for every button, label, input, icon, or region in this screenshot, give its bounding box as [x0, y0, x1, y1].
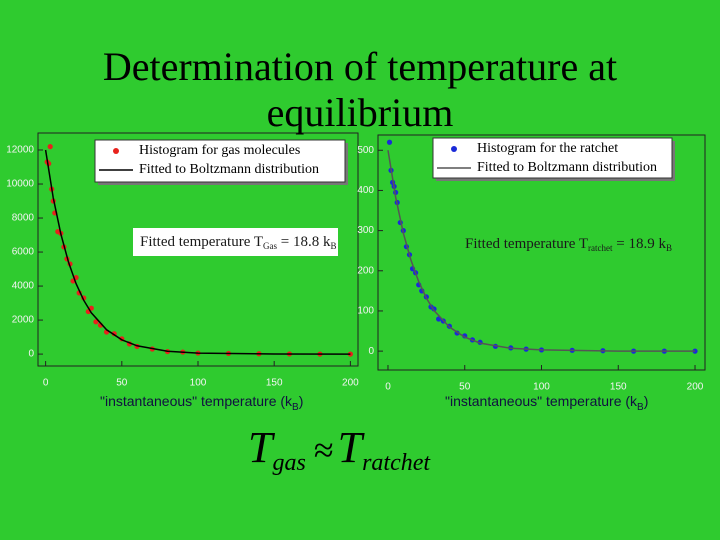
- y-tick-label: 500: [357, 145, 374, 156]
- y-tick-label: 0: [28, 349, 34, 360]
- legend: [432, 137, 673, 179]
- x-tick-label: 150: [610, 382, 627, 393]
- text-part: ratchet: [588, 243, 613, 253]
- text-part: = 18.8 k: [277, 234, 331, 250]
- text-part: gas: [272, 450, 305, 476]
- x-tick-label: 150: [266, 378, 283, 389]
- text-part: Fitted temperature T: [140, 234, 263, 250]
- x-tick-label: 200: [687, 382, 704, 393]
- text-part: B: [666, 243, 672, 253]
- y-tick-label: 10000: [6, 179, 34, 190]
- legend-label: Fitted to Boltzmann distribution: [477, 160, 657, 175]
- x-tick-label: 100: [190, 378, 207, 389]
- x-tick-label: 0: [385, 382, 391, 393]
- data-point: [386, 139, 393, 145]
- y-tick-label: 100: [357, 306, 374, 317]
- x-tick-label: 50: [116, 378, 128, 389]
- text-part: ≈: [314, 430, 334, 470]
- text-part: B: [637, 402, 644, 413]
- x-tick-label: 200: [342, 378, 359, 389]
- y-tick-label: 12000: [6, 145, 34, 156]
- x-axis-label: "instantaneous" temperature (kB): [100, 393, 303, 413]
- annotation-box: [133, 228, 338, 256]
- y-tick-label: 8000: [12, 213, 35, 224]
- x-tick-label: 100: [533, 382, 550, 393]
- text-part: ): [644, 393, 649, 409]
- fit-line: [387, 150, 695, 352]
- slide-title: Determination of temperature at equilibr…: [102, 44, 618, 135]
- y-tick-label: 4000: [12, 281, 35, 292]
- text-part: = 18.9 k: [613, 236, 667, 252]
- text-part: "instantaneous" temperature (k: [445, 393, 638, 409]
- x-tick-label: 0: [43, 378, 49, 389]
- text-part: T: [248, 423, 276, 472]
- data-point: [692, 348, 698, 354]
- legend-label: Histogram for gas molecules: [139, 143, 300, 158]
- y-tick-label: 400: [357, 185, 374, 196]
- formula: Tgas ≈Tratchet: [248, 423, 431, 476]
- y-tick-label: 300: [357, 225, 374, 236]
- text-part: B: [331, 241, 337, 251]
- y-tick-label: 0: [368, 346, 374, 357]
- text-part: ): [299, 393, 304, 409]
- text-part: "instantaneous" temperature (k: [100, 393, 293, 409]
- text-part: ratchet: [362, 450, 431, 476]
- fit-line: [44, 149, 351, 355]
- data-point: [47, 144, 53, 150]
- legend-marker: [113, 148, 119, 154]
- y-tick-label: 6000: [12, 247, 35, 258]
- legend-label: Fitted to Boltzmann distribution: [139, 162, 319, 177]
- legend: [94, 139, 346, 183]
- annotation: Fitted temperature Tratchet = 18.9 kB: [465, 236, 672, 253]
- x-tick-label: 50: [459, 382, 471, 393]
- text-part: B: [292, 402, 299, 413]
- y-tick-label: 200: [357, 265, 374, 276]
- x-axis-label: "instantaneous" temperature (kB): [445, 393, 648, 413]
- text-part: T: [338, 423, 366, 472]
- text-part: Gas: [263, 241, 277, 251]
- annotation: Fitted temperature TGas = 18.8 kB: [140, 234, 337, 251]
- text-part: Fitted temperature T: [465, 236, 588, 252]
- legend-label: Histogram for the ratchet: [477, 141, 618, 156]
- legend-marker: [451, 146, 457, 152]
- y-tick-label: 2000: [12, 315, 35, 326]
